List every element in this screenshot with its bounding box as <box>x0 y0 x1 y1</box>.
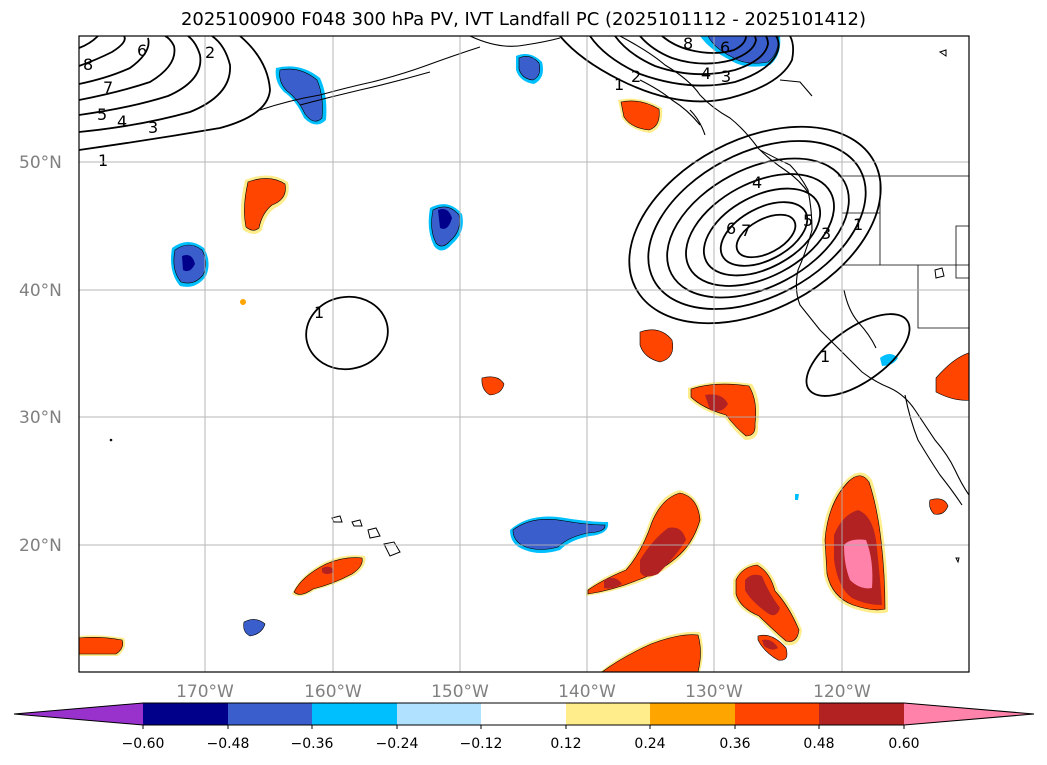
contour-label: 1 <box>820 347 830 366</box>
colorbar-tick-label: 0.60 <box>888 736 919 752</box>
contour-label: 3 <box>148 118 158 137</box>
map-title: 2025100900 F048 300 hPa PV, IVT Landfall… <box>180 9 867 30</box>
lat-label: 30°N <box>19 408 62 428</box>
positive-anomaly-south <box>600 631 703 672</box>
colorbar-tick-label: 0.36 <box>719 736 750 752</box>
contour-label: 6 <box>726 219 736 238</box>
contour-labels-nw: 6 2 8 7 5 4 3 1 <box>83 41 215 170</box>
positive-anomaly-nw-1 <box>240 175 289 234</box>
contour-label: 5 <box>803 211 813 230</box>
positive-anomaly-baja <box>822 472 888 614</box>
colorbar-bin <box>650 703 735 725</box>
ivt-contours <box>79 36 911 397</box>
colorbar-tick-label: −0.60 <box>122 736 165 752</box>
contour-label: 3 <box>721 67 731 86</box>
colorbar-bin <box>566 703 650 725</box>
colorbar-tick-label: 0.24 <box>634 736 665 752</box>
colorbar-tick-label: −0.36 <box>291 736 334 752</box>
lat-label: 50°N <box>19 153 62 173</box>
contour-label: 4 <box>752 173 762 192</box>
contour-label: 6 <box>137 41 147 60</box>
contour-label: 6 <box>720 38 730 57</box>
lon-label: 140°W <box>558 682 616 702</box>
contour-label: 5 <box>97 105 107 124</box>
contour-label: 8 <box>683 34 693 53</box>
positive-anomaly-west-edge <box>79 635 126 656</box>
colorbar-tick-label: −0.48 <box>207 736 250 752</box>
latitude-labels: 50°N 40°N 30°N 20°N <box>19 153 62 556</box>
colorbar-tick-label: −0.12 <box>460 736 503 752</box>
colorbar-bin <box>312 703 397 725</box>
map-area: 6 2 8 7 5 4 3 1 8 6 4 3 1 2 4 6 7 5 3 1 … <box>79 34 969 672</box>
negative-anomaly-south <box>510 516 609 553</box>
lat-label: 40°N <box>19 281 62 301</box>
contour-labels-main: 4 6 7 5 3 1 <box>726 173 863 243</box>
map-frame <box>78 35 970 673</box>
contour-label: 1 <box>614 75 624 94</box>
positive-anomaly-pair <box>733 562 802 661</box>
colorbar-bin <box>735 703 819 725</box>
contour-labels-ne: 8 6 4 3 1 2 <box>614 34 731 94</box>
colorbar-bin <box>228 703 312 725</box>
negative-anomaly-aleutian <box>275 66 327 125</box>
longitude-labels: 170°W 160°W 150°W 140°W 130°W 120°W <box>176 682 871 702</box>
colorbar-bin <box>481 703 566 725</box>
positive-anomaly-alaska <box>618 98 663 133</box>
lon-label: 160°W <box>304 682 362 702</box>
negative-anomaly-central <box>428 204 463 251</box>
negative-anomaly-north <box>516 54 543 84</box>
contour-labels-other: 1 1 <box>314 303 830 366</box>
positive-anomaly-mid <box>688 381 760 440</box>
colorbar-over-arrow <box>904 703 1034 725</box>
negative-anomaly-small <box>243 354 898 637</box>
negative-anomaly-west <box>171 242 209 287</box>
colorbar-tick-label: −0.24 <box>376 736 419 752</box>
colorbar-bin <box>819 703 904 725</box>
colorbar-bin <box>143 703 228 725</box>
lat-label: 20°N <box>19 536 62 556</box>
positive-anomaly-hawaii-west <box>292 555 366 597</box>
colorbar-under-arrow <box>14 703 143 725</box>
positive-anomaly-small <box>481 329 969 515</box>
positive-anomaly-dot <box>240 299 246 305</box>
shaded-anomalies <box>79 36 969 672</box>
contour-label: 3 <box>821 224 831 243</box>
contour-label: 7 <box>103 78 113 97</box>
lon-label: 130°W <box>685 682 743 702</box>
contour-label: 2 <box>631 67 641 86</box>
contour-label: 1 <box>98 151 108 170</box>
gridlines <box>79 36 969 672</box>
positive-anomaly-band <box>586 490 702 596</box>
contour-label: 7 <box>741 221 751 240</box>
contour-label: 1 <box>314 303 324 322</box>
contour-label: 4 <box>701 64 711 83</box>
contour-label: 1 <box>853 215 863 234</box>
lon-label: 120°W <box>813 682 871 702</box>
colorbar-tick-label: 0.12 <box>550 736 581 752</box>
colorbar-bin <box>397 703 481 725</box>
contour-label: 2 <box>205 43 215 62</box>
contour-label: 4 <box>117 112 127 131</box>
contour-label: 8 <box>83 55 93 74</box>
lon-label: 150°W <box>431 682 489 702</box>
colorbar-tick-label: 0.48 <box>803 736 834 752</box>
colorbar: −0.60 −0.48 −0.36 −0.24 −0.12 0.12 0.24 … <box>13 702 1035 752</box>
lon-label: 170°W <box>176 682 234 702</box>
